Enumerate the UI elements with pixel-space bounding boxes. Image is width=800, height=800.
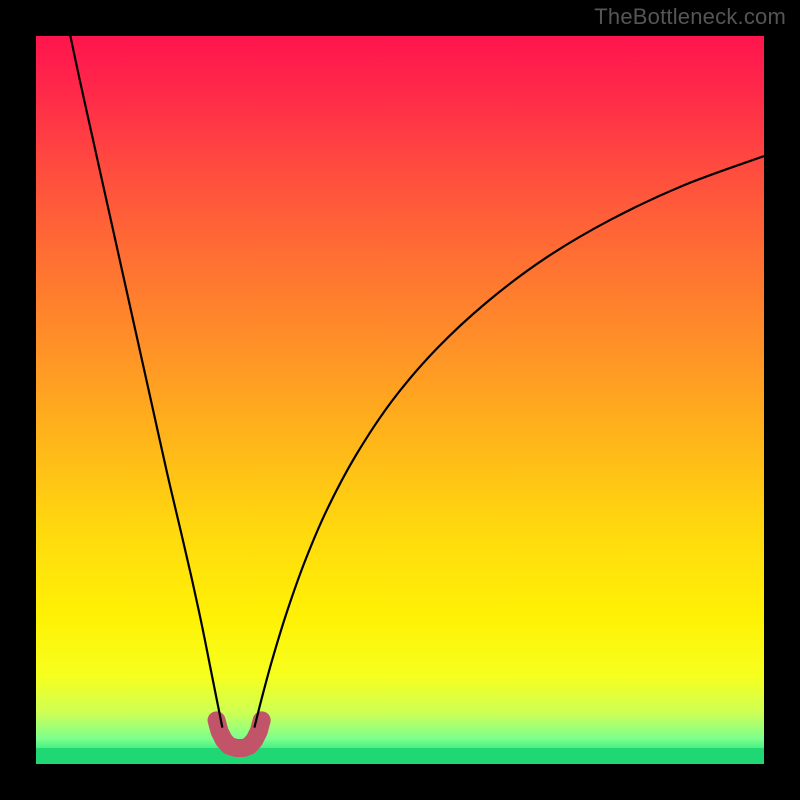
watermark-text: TheBottleneck.com	[594, 4, 786, 30]
plot-area	[36, 36, 764, 764]
left-curve	[67, 36, 222, 728]
curve-layer	[36, 36, 764, 764]
right-curve	[254, 156, 764, 727]
